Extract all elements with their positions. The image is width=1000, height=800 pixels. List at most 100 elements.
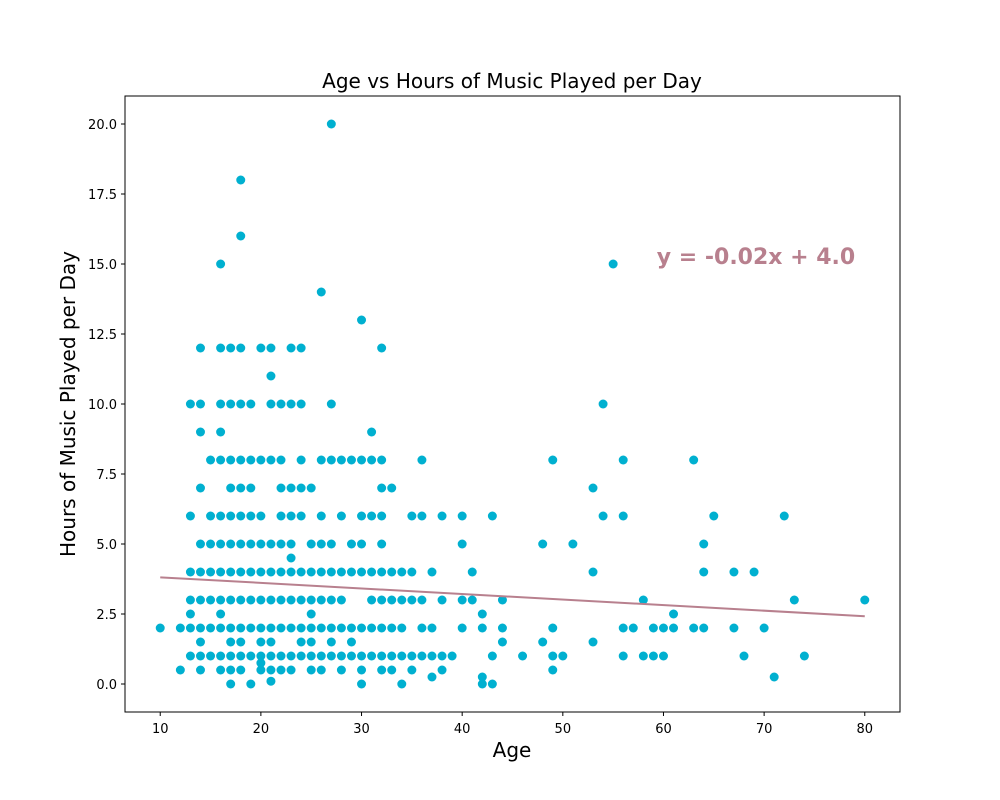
data-point [216,567,226,577]
data-point [296,511,306,521]
data-point [206,511,216,521]
data-point [699,567,709,577]
data-point [457,595,467,605]
y-tick-label: 17.5 [88,188,117,203]
y-axis-title: Hours of Music Played per Day [56,251,80,557]
data-point [286,399,296,409]
data-point [195,539,205,549]
data-point [407,665,417,675]
x-tick-label: 30 [353,722,370,737]
data-point [216,665,226,675]
data-point [689,455,699,465]
data-point [729,623,739,633]
data-point [487,679,497,689]
data-point [256,455,266,465]
data-point [457,511,467,521]
data-point [367,595,377,605]
data-point [286,665,296,675]
data-point [326,623,336,633]
data-point [306,637,316,647]
data-point [276,455,286,465]
data-point [357,511,367,521]
data-point [427,567,437,577]
x-tick-label: 70 [756,722,773,737]
data-point [226,455,236,465]
x-axis-title: Age [493,738,532,762]
data-point [266,455,276,465]
data-point [286,623,296,633]
data-point [316,287,326,297]
data-point [306,539,316,549]
data-point [236,399,246,409]
data-point [749,567,759,577]
data-point [598,511,608,521]
data-point [367,623,377,633]
data-point [779,511,789,521]
data-point [316,455,326,465]
data-point [226,651,236,661]
data-point [377,567,387,577]
data-point [266,623,276,633]
data-point [276,665,286,675]
data-point [377,665,387,675]
data-point [175,665,185,675]
data-point [346,539,356,549]
data-point [246,567,256,577]
data-point [377,483,387,493]
data-point [377,651,387,661]
data-point [256,567,266,577]
data-point [206,567,216,577]
data-point [266,651,276,661]
data-point [206,651,216,661]
data-point [236,483,246,493]
data-point [296,595,306,605]
data-point [357,623,367,633]
data-point [357,455,367,465]
data-point [236,511,246,521]
data-point [216,511,226,521]
data-point [548,665,558,675]
data-point [326,455,336,465]
y-axis: 0.0 2.5 5.0 7.5 10.0 12.5 15.0 17.5 20.0 [88,118,125,693]
data-point [296,343,306,353]
data-point [286,539,296,549]
x-tick-label: 50 [555,722,572,737]
data-point [185,609,195,619]
data-point [226,595,236,605]
data-point [377,511,387,521]
data-point [669,609,679,619]
data-point [558,651,568,661]
data-point [286,567,296,577]
data-point [427,623,437,633]
data-point [195,651,205,661]
data-point [236,539,246,549]
data-point [256,595,266,605]
data-point [206,623,216,633]
data-point [236,343,246,353]
x-tick-label: 60 [655,722,672,737]
data-point [326,595,336,605]
data-point [437,665,447,675]
data-point [538,539,548,549]
data-point [387,595,397,605]
data-point [417,595,427,605]
data-point [326,637,336,647]
data-point [296,455,306,465]
y-tick-label: 15.0 [88,258,117,273]
data-point [437,511,447,521]
data-point [638,651,648,661]
data-point [397,567,407,577]
data-point [216,259,226,269]
data-point [367,651,377,661]
data-point [759,623,769,633]
data-point [316,665,326,675]
data-point [246,511,256,521]
data-point [195,399,205,409]
data-point [367,427,377,437]
y-tick-label: 2.5 [96,608,117,623]
data-point [226,399,236,409]
data-point [195,427,205,437]
data-point [236,651,246,661]
data-point [296,567,306,577]
data-point [256,539,266,549]
